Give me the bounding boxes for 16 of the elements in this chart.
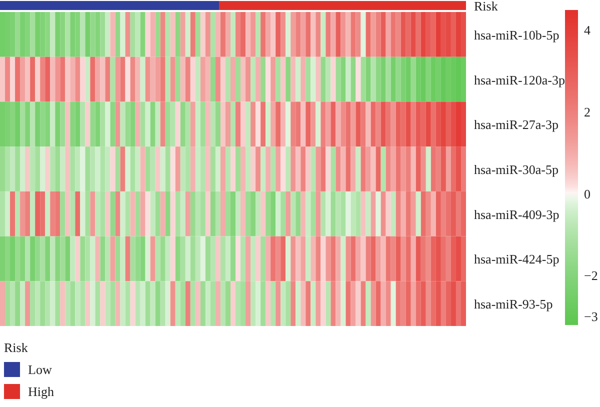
- y-tick-label: hsa-miR-93-5p: [474, 296, 553, 312]
- color-bar-label: 0: [584, 186, 590, 202]
- legend-title: Risk: [4, 340, 28, 355]
- y-tick-label: hsa-miR-409-3p: [474, 206, 560, 222]
- legend-label: Low: [28, 362, 52, 377]
- color-bar-label: −3: [584, 308, 598, 324]
- y-tick-label: hsa-miR-120a-3p: [474, 72, 565, 88]
- color-bar-label: 4: [584, 22, 591, 38]
- y-tick-label: hsa-miR-10b-5p: [474, 27, 560, 42]
- y-tick-label: Risk: [474, 0, 498, 14]
- legend-label: High: [28, 384, 54, 399]
- y-tick-label: hsa-miR-27a-3p: [474, 117, 558, 132]
- color-bar-label: 2: [584, 104, 590, 120]
- color-bar-label: −2: [584, 268, 598, 284]
- y-tick-label: hsa-miR-30a-5p: [474, 162, 558, 177]
- y-tick-label: hsa-miR-424-5p: [474, 252, 560, 267]
